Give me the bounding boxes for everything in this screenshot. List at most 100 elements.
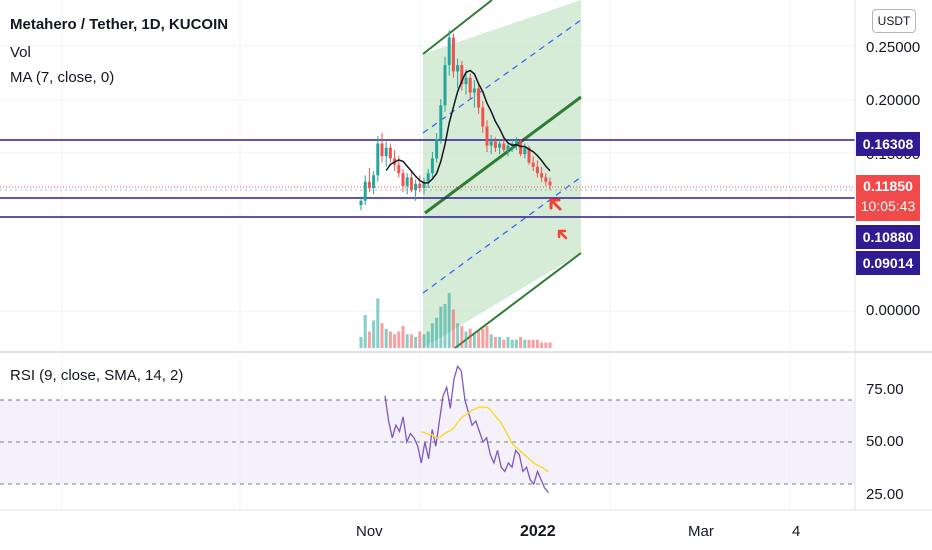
volume-bar bbox=[430, 323, 434, 348]
candle-body bbox=[519, 141, 523, 155]
support-level-tag: 0.09014 bbox=[856, 251, 920, 275]
candle-body bbox=[401, 173, 405, 186]
volume-bar bbox=[510, 339, 514, 348]
volume-bar bbox=[443, 304, 447, 348]
candles bbox=[359, 30, 552, 211]
volume-bar bbox=[384, 328, 388, 348]
volume-bar bbox=[451, 309, 455, 348]
candle-body bbox=[359, 200, 363, 205]
rsi-axis-label: 75.00 bbox=[866, 381, 904, 398]
candle-body bbox=[481, 107, 485, 127]
volume-bar bbox=[363, 315, 367, 348]
candle-body bbox=[523, 147, 527, 155]
volume-bar bbox=[468, 328, 472, 348]
channel-upper-line bbox=[422, 0, 493, 55]
candle-body bbox=[439, 105, 443, 140]
volume-bar bbox=[502, 339, 506, 348]
candle-body bbox=[485, 126, 489, 146]
candle-body bbox=[451, 37, 455, 72]
candle-body bbox=[548, 181, 552, 186]
rsi-legend[interactable]: RSI (9, close, SMA, 14, 2) bbox=[10, 367, 184, 384]
volume-bar bbox=[498, 337, 502, 348]
symbol-legend[interactable]: Metahero / Tether, 1D, KUCOIN bbox=[10, 16, 229, 33]
volume-bar bbox=[485, 326, 489, 348]
bar-countdown: 10:05:43 bbox=[860, 198, 916, 214]
volume-bar bbox=[514, 339, 518, 348]
volume-bar bbox=[439, 306, 443, 348]
price-axis-label: 0.20000 bbox=[866, 92, 921, 109]
volume-bars bbox=[359, 293, 552, 348]
volume-bar bbox=[506, 337, 510, 348]
volume-bar bbox=[544, 342, 548, 348]
candle-body bbox=[472, 88, 476, 93]
volume-bar bbox=[397, 331, 401, 348]
candle-body bbox=[397, 164, 401, 174]
candle-body bbox=[418, 183, 422, 189]
candle-body bbox=[426, 173, 430, 182]
candle-body bbox=[477, 88, 481, 108]
volume-bar bbox=[535, 339, 539, 348]
volume-bar bbox=[426, 331, 430, 348]
volume-bar bbox=[414, 337, 418, 348]
candle-body bbox=[540, 173, 544, 178]
currency-unit-button[interactable]: USDT bbox=[872, 9, 916, 33]
volume-bar bbox=[435, 317, 439, 348]
rsi-pane bbox=[0, 365, 855, 493]
volume-bar bbox=[540, 342, 544, 348]
candle-body bbox=[464, 77, 468, 85]
volume-bar bbox=[388, 331, 392, 348]
volume-bar bbox=[464, 331, 468, 348]
arrow-marker bbox=[549, 198, 562, 211]
volume-bar bbox=[376, 298, 380, 348]
time-axis-label: Mar bbox=[688, 523, 714, 540]
candle-body bbox=[405, 177, 409, 186]
resistance-level-tag: 0.16308 bbox=[856, 132, 920, 156]
candle-body bbox=[468, 77, 472, 93]
arrow-drawings[interactable] bbox=[549, 198, 568, 240]
candle-body bbox=[409, 177, 413, 191]
volume-bar bbox=[359, 337, 363, 348]
vol-legend[interactable]: Vol bbox=[10, 44, 31, 61]
candle-body bbox=[544, 177, 548, 182]
candle-body bbox=[443, 65, 447, 106]
rsi-axis-label: 25.00 bbox=[866, 486, 904, 503]
ma-legend[interactable]: MA (7, close, 0) bbox=[10, 69, 115, 86]
volume-bar bbox=[493, 337, 497, 348]
pane-separators bbox=[0, 0, 932, 511]
horizontal-levels[interactable] bbox=[0, 139, 855, 218]
candle-body bbox=[514, 141, 518, 144]
price-axis-label: 0.00000 bbox=[866, 302, 921, 319]
support-level-tag: 0.10880 bbox=[856, 225, 920, 249]
channel-fill bbox=[423, 0, 581, 348]
volume-bar bbox=[393, 334, 397, 348]
channel-lower-line bbox=[454, 252, 582, 349]
volume-bar bbox=[372, 320, 376, 348]
volume-bar bbox=[519, 337, 523, 348]
candle-body bbox=[435, 139, 439, 159]
volume-bar bbox=[531, 339, 535, 348]
volume-bar bbox=[477, 331, 481, 348]
time-axis-label: Nov bbox=[356, 523, 383, 540]
candle-body bbox=[414, 183, 418, 191]
volume-bar bbox=[548, 342, 552, 348]
volume-bar bbox=[447, 293, 451, 348]
rsi-sma-line bbox=[421, 406, 549, 473]
candle-body bbox=[367, 181, 371, 189]
volume-bar bbox=[409, 334, 413, 348]
last-price-value: 0.11850 bbox=[863, 178, 913, 194]
rsi-axis-label: 50.00 bbox=[866, 433, 904, 450]
price-axis-label: 0.25000 bbox=[866, 39, 921, 56]
volume-bar bbox=[460, 326, 464, 348]
candle-body bbox=[460, 65, 464, 85]
last-price-tag: 0.11850 10:05:43 bbox=[856, 175, 920, 221]
volume-bar bbox=[422, 334, 426, 348]
volume-bar bbox=[405, 334, 409, 348]
candle-body bbox=[372, 175, 376, 189]
ma-7-line bbox=[385, 69, 551, 184]
parallel-channel-drawing[interactable] bbox=[422, 0, 582, 349]
candle-body bbox=[493, 141, 497, 148]
rsi-line bbox=[384, 365, 549, 493]
candle-body bbox=[456, 65, 460, 72]
volume-bar bbox=[380, 323, 384, 348]
